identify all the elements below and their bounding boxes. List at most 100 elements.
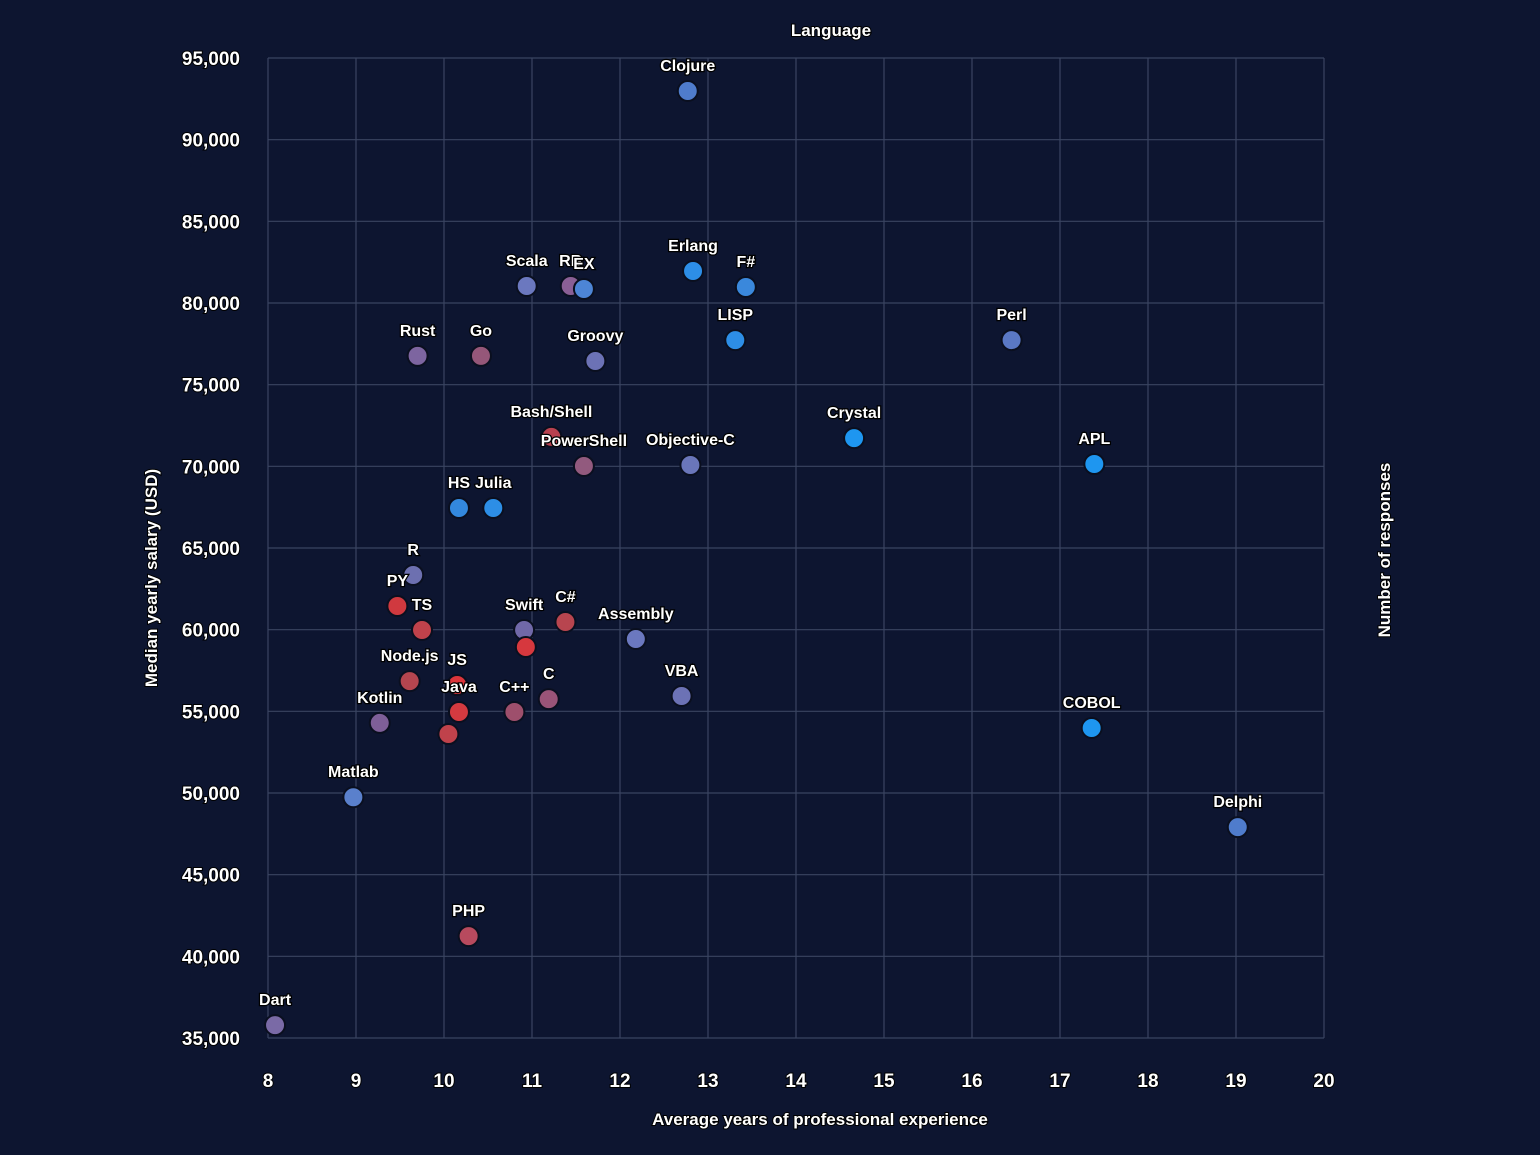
point-label-lisp: LISP [717, 307, 753, 324]
point-label-rust: Rust [400, 323, 436, 340]
x-tick-label: 15 [873, 1071, 895, 1092]
point-assembly[interactable] [624, 627, 647, 650]
point-label-cobol: COBOL [1063, 695, 1121, 712]
y-tick-label: 65,000 [182, 539, 240, 560]
point-objective-c[interactable] [679, 454, 702, 477]
y-tick-label: 50,000 [182, 784, 240, 805]
point-vba[interactable] [670, 684, 693, 707]
x-tick-label: 14 [785, 1071, 807, 1092]
point-label-ex: EX [573, 256, 595, 273]
point-apl[interactable] [1083, 453, 1106, 476]
point-node-js[interactable] [398, 670, 421, 693]
point-label-c: C# [555, 589, 576, 606]
y-tick-label: 85,000 [182, 212, 240, 233]
point-powershell[interactable] [572, 455, 595, 478]
point-crystal[interactable] [843, 427, 866, 450]
y-tick-label: 80,000 [182, 294, 240, 315]
point-matlab[interactable] [342, 786, 365, 809]
grid [267, 57, 1325, 1039]
point-label-js: JS [447, 652, 467, 669]
point-label-erlang: Erlang [668, 238, 718, 255]
x-tick-label: 17 [1049, 1071, 1070, 1092]
point-label-c: C [543, 666, 555, 683]
point-unlabeled[interactable] [514, 635, 537, 658]
point-label-crystal: Crystal [827, 405, 881, 422]
point-hs[interactable] [447, 496, 470, 519]
x-tick-label: 19 [1225, 1071, 1246, 1092]
point-cobol[interactable] [1080, 716, 1103, 739]
y-tick-label: 60,000 [182, 621, 240, 642]
point-kotlin[interactable] [368, 711, 391, 734]
point-c[interactable] [503, 700, 526, 723]
point-c[interactable] [537, 688, 560, 711]
point-label-java: Java [441, 679, 477, 696]
point-unlabeled[interactable] [437, 723, 460, 746]
x-tick-label: 13 [697, 1071, 718, 1092]
point-label-kotlin: Kotlin [357, 690, 402, 707]
point-label-node-js: Node.js [381, 648, 439, 665]
point-label-julia: Julia [475, 475, 512, 492]
point-label-r: R [407, 542, 419, 559]
point-groovy[interactable] [584, 349, 607, 372]
y-tick-label: 45,000 [182, 866, 240, 887]
point-label-powershell: PowerShell [541, 433, 627, 450]
point-dart[interactable] [264, 1014, 287, 1037]
point-scala[interactable] [515, 275, 538, 298]
point-py[interactable] [386, 594, 409, 617]
y-axis-ticks: 35,000 40,000 45,000 50,000 55,000 60,000 65,0… [181, 48, 241, 1051]
point-label-c: C++ [499, 679, 529, 696]
x-tick-label: 9 [351, 1071, 362, 1092]
point-label-assembly: Assembly [598, 606, 674, 623]
point-go[interactable] [469, 344, 492, 367]
point-label-dart: Dart [259, 992, 292, 1009]
point-label-vba: VBA [665, 663, 699, 680]
point-label-py: PY [387, 573, 409, 590]
point-label-groovy: Groovy [567, 328, 623, 345]
y-tick-label: 70,000 [182, 457, 240, 478]
point-label-bash-shell: Bash/Shell [510, 404, 592, 421]
point-label-hs: HS [448, 475, 471, 492]
point-delphi[interactable] [1226, 816, 1249, 839]
point-js[interactable] [446, 674, 469, 697]
point-rust[interactable] [406, 344, 429, 367]
y-tick-label: 75,000 [182, 376, 240, 397]
point-lisp[interactable] [724, 329, 747, 352]
point-label-objective-c: Objective-C [646, 432, 735, 449]
x-tick-label: 10 [433, 1071, 454, 1092]
point-clojure[interactable] [676, 79, 699, 102]
point-label-f: F# [737, 254, 756, 271]
point-php[interactable] [457, 925, 480, 948]
point-erlang[interactable] [682, 259, 705, 282]
point-java[interactable] [447, 700, 470, 723]
y-tick-label: 35,000 [182, 1029, 240, 1050]
x-axis-ticks: 8 9 10 11 12 13 14 15 16 17 18 19 20 [262, 1070, 1336, 1093]
point-c[interactable] [554, 610, 577, 633]
point-label-apl: APL [1078, 431, 1110, 448]
point-label-ts: TS [412, 597, 433, 614]
point-label-perl: Perl [996, 307, 1026, 324]
point-ex[interactable] [572, 277, 595, 300]
y-tick-label: 95,000 [182, 49, 240, 70]
point-label-php: PHP [452, 903, 485, 920]
point-bash-shell[interactable] [540, 425, 563, 448]
x-tick-label: 8 [263, 1071, 274, 1092]
y-tick-label: 90,000 [182, 131, 240, 152]
point-perl[interactable] [1000, 329, 1023, 352]
y-tick-label: 55,000 [182, 702, 240, 723]
point-f[interactable] [734, 275, 757, 298]
x-tick-label: 18 [1137, 1071, 1158, 1092]
x-axis-title: Average years of professional experience [652, 1110, 988, 1129]
point-label-rb: RB [559, 253, 582, 270]
x-tick-label: 11 [522, 1071, 543, 1092]
point-ts[interactable] [411, 618, 433, 641]
point-label-swift: Swift [505, 597, 544, 614]
x-tick-label: 20 [1313, 1071, 1334, 1092]
x-tick-label: 12 [609, 1071, 630, 1092]
point-julia[interactable] [482, 496, 505, 519]
point-label-delphi: Delphi [1213, 794, 1262, 811]
point-label-matlab: Matlab [328, 764, 379, 781]
legend-title: Language [791, 21, 871, 40]
point-r[interactable] [402, 563, 425, 586]
